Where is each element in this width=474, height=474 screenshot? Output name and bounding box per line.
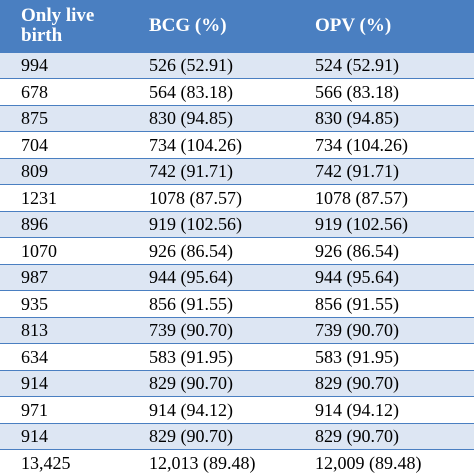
table-cell: 919 (102.56) xyxy=(294,210,454,238)
table-cell: 52 xyxy=(454,343,474,370)
table-cell: 971 xyxy=(0,396,128,423)
table-cell: 875 xyxy=(0,104,128,132)
table-cell: 566 (83.18) xyxy=(294,78,454,105)
table-cell: 13,425 xyxy=(0,449,128,474)
table-cell: 1070 xyxy=(0,237,128,264)
header-only-live-birth: Only live birth xyxy=(21,4,95,46)
table-cell: 72 xyxy=(454,369,474,397)
table-cell: 809 xyxy=(0,157,128,185)
table-cell: 914 (94.12) xyxy=(294,396,454,423)
table-cell: 704 xyxy=(0,131,128,158)
table-cell: 78 xyxy=(454,263,474,291)
header-opv: OPV (%) xyxy=(315,14,392,36)
table-cell: 10 xyxy=(454,449,474,474)
table-cell: 72 xyxy=(454,237,474,264)
table-cell: 564 (83.18) xyxy=(128,78,294,105)
table-cell: 1231 xyxy=(0,184,128,211)
table-cell: 89 xyxy=(454,184,474,211)
table-cell: 634 xyxy=(0,343,128,370)
table-cell: 1078 (87.57) xyxy=(294,184,454,211)
table-cell: 856 (91.55) xyxy=(294,290,454,317)
table-cell: 830 (94.85) xyxy=(128,104,294,132)
table-cell: 987 xyxy=(0,263,128,291)
table-cell: 1078 (87.57) xyxy=(128,184,294,211)
table-cell: 944 (95.64) xyxy=(294,263,454,291)
table-cell: 830 (94.85) xyxy=(294,104,454,132)
table-cell: 526 (52.91) xyxy=(128,51,294,79)
table-cell: 56 xyxy=(454,78,474,105)
table-cell: 583 (91.95) xyxy=(294,343,454,370)
table-cell: 72 xyxy=(454,316,474,344)
table-cell: 678 xyxy=(0,78,128,105)
table-cell: 734 (104.26) xyxy=(294,131,454,158)
table-cell: 926 (86.54) xyxy=(128,237,294,264)
table-cell: 994 xyxy=(0,51,128,79)
table-cell: 813 xyxy=(0,316,128,344)
table-cell: 739 (90.70) xyxy=(294,316,454,344)
table-cell: 742 (91.71) xyxy=(128,157,294,185)
table-cell: 30 xyxy=(454,51,474,79)
table-cell: 69 xyxy=(454,157,474,185)
header-bcg: BCG (%) xyxy=(149,14,227,36)
table-cell: 914 xyxy=(0,369,128,397)
table-cell: 829 (90.70) xyxy=(294,422,454,450)
table-cell: 919 (102.56) xyxy=(128,210,294,238)
table-cell: 72 xyxy=(454,290,474,317)
table-cell: 829 (90.70) xyxy=(128,369,294,397)
table-cell: 524 (52.91) xyxy=(294,51,454,79)
table-cell: 856 (91.55) xyxy=(128,290,294,317)
table-cell: 62 xyxy=(454,131,474,158)
table-cell: 72 xyxy=(454,422,474,450)
table-cell: 896 xyxy=(0,210,128,238)
table-cell: 583 (91.95) xyxy=(128,343,294,370)
table-cell: 944 (95.64) xyxy=(128,263,294,291)
table-cell: 742 (91.71) xyxy=(294,157,454,185)
table-cell: 734 (104.26) xyxy=(128,131,294,158)
table-cell: 935 xyxy=(0,290,128,317)
table-cell: 829 (90.70) xyxy=(128,422,294,450)
table-header-row: Only live birth BCG (%) OPV (%) H xyxy=(0,0,474,52)
table-cell: 76 xyxy=(454,396,474,423)
table-cell: 926 (86.54) xyxy=(294,237,454,264)
table-cell: 914 xyxy=(0,422,128,450)
table-cell: 80 xyxy=(454,104,474,132)
header-h-truncated: H xyxy=(454,0,474,52)
table-cell: 12,009 (89.48) xyxy=(294,449,454,474)
table-cell: 12,013 (89.48) xyxy=(128,449,294,474)
table-cell: 829 (90.70) xyxy=(294,369,454,397)
table-cell: 914 (94.12) xyxy=(128,396,294,423)
table-cell: 739 (90.70) xyxy=(128,316,294,344)
table-cell: 72 xyxy=(454,210,474,238)
